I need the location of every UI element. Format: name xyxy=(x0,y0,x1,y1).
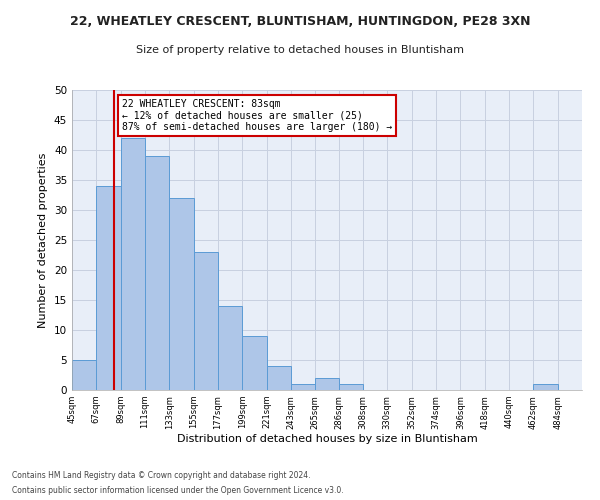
Text: Contains public sector information licensed under the Open Government Licence v3: Contains public sector information licen… xyxy=(12,486,344,495)
Bar xyxy=(145,156,169,390)
Text: 22 WHEATLEY CRESCENT: 83sqm
← 12% of detached houses are smaller (25)
87% of sem: 22 WHEATLEY CRESCENT: 83sqm ← 12% of det… xyxy=(122,99,392,132)
Bar xyxy=(533,384,557,390)
Text: Size of property relative to detached houses in Bluntisham: Size of property relative to detached ho… xyxy=(136,45,464,55)
Bar xyxy=(267,366,291,390)
Bar xyxy=(316,378,338,390)
Bar xyxy=(72,360,97,390)
Bar xyxy=(338,384,363,390)
Text: 22, WHEATLEY CRESCENT, BLUNTISHAM, HUNTINGDON, PE28 3XN: 22, WHEATLEY CRESCENT, BLUNTISHAM, HUNTI… xyxy=(70,15,530,28)
Y-axis label: Number of detached properties: Number of detached properties xyxy=(38,152,49,328)
Text: Contains HM Land Registry data © Crown copyright and database right 2024.: Contains HM Land Registry data © Crown c… xyxy=(12,471,311,480)
Bar xyxy=(169,198,194,390)
Bar xyxy=(121,138,145,390)
Bar xyxy=(97,186,121,390)
Bar xyxy=(242,336,267,390)
Bar xyxy=(291,384,316,390)
Bar xyxy=(194,252,218,390)
X-axis label: Distribution of detached houses by size in Bluntisham: Distribution of detached houses by size … xyxy=(176,434,478,444)
Bar xyxy=(218,306,242,390)
